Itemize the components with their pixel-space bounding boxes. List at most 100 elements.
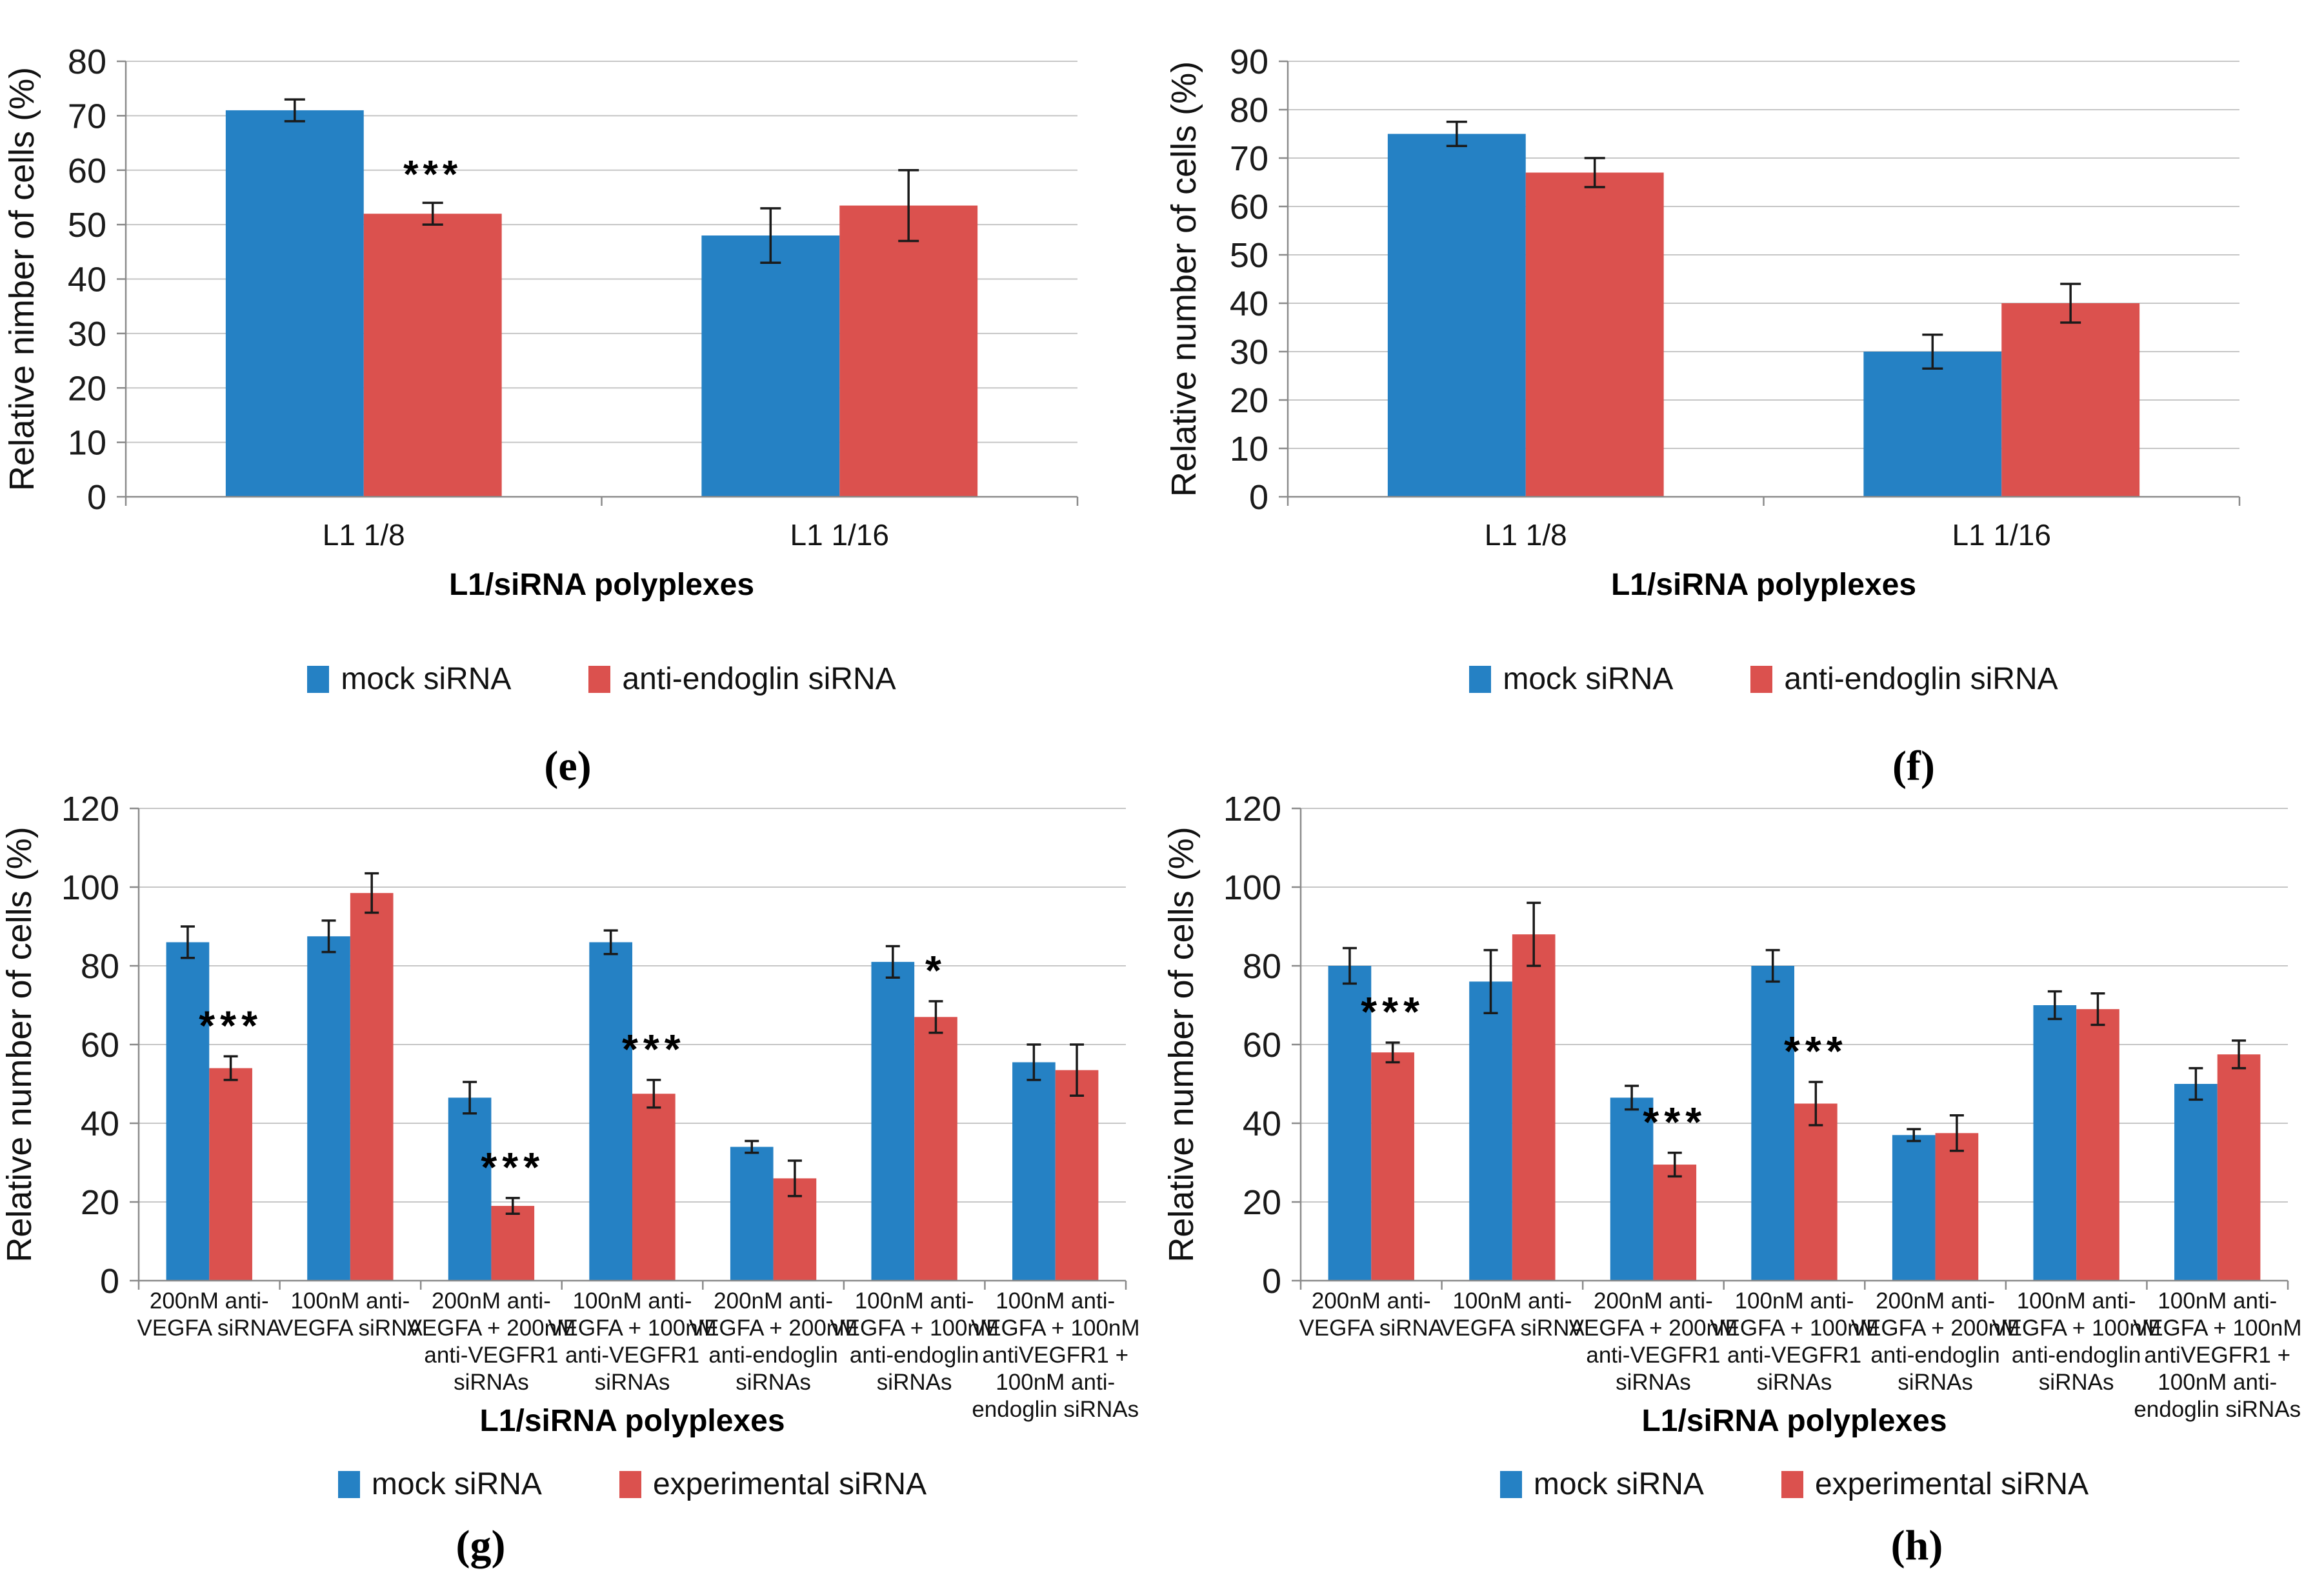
category-label: L1 1/16 — [1952, 518, 2051, 552]
y-tick-label: 0 — [1249, 478, 1268, 517]
category-label: anti-endoglin — [708, 1343, 837, 1368]
category-label: 200nM anti- — [1312, 1288, 1431, 1314]
x-axis-title: L1/siRNA polyplexes — [449, 568, 754, 602]
bar-experimental-1 — [2001, 303, 2140, 497]
bar-mock-6 — [2174, 1084, 2218, 1281]
legend-swatch-experimental — [1781, 1470, 1803, 1498]
legend-swatch-experimental — [588, 665, 611, 693]
bar-mock-1 — [1863, 352, 2002, 497]
category-label: VEGFA + 200nM — [407, 1316, 576, 1341]
category-label: VEGFA + 100nM — [548, 1316, 717, 1341]
x-axis-title: L1/siRNA polyplexes — [1641, 1404, 1947, 1438]
y-tick-label: 80 — [1243, 947, 1281, 986]
y-tick-label: 20 — [81, 1183, 119, 1222]
y-tick-label: 30 — [68, 315, 106, 354]
category-label: anti-VEGFR1 — [565, 1343, 699, 1368]
y-tick-label: 20 — [1243, 1183, 1281, 1222]
legend-swatch-experimental — [1750, 665, 1773, 693]
bar-experimental-6 — [1055, 1070, 1099, 1281]
category-label: VEGFA + 100nM — [971, 1316, 1140, 1341]
significance-stars: *** — [1361, 988, 1425, 1035]
significance-stars: *** — [481, 1144, 545, 1190]
y-axis-title: Relative number of cells (%) — [0, 826, 39, 1262]
y-tick-label: 40 — [1243, 1105, 1281, 1143]
x-axis-title: L1/siRNA polyplexes — [479, 1404, 785, 1438]
y-tick-label: 60 — [1243, 1026, 1281, 1065]
bar-mock-1 — [701, 235, 840, 497]
category-label: 100nM anti- — [573, 1288, 692, 1314]
legend-g: mock siRNA experimental siRNA — [139, 1466, 1126, 1502]
legend-label-mock: mock siRNA — [1533, 1467, 1704, 1501]
category-label: siRNAs — [454, 1370, 529, 1395]
y-tick-label: 80 — [1230, 91, 1268, 130]
y-tick-label: 40 — [81, 1105, 119, 1143]
bar-experimental-2 — [491, 1206, 535, 1281]
category-label: 100nM anti- — [855, 1288, 974, 1314]
legend-swatch-mock — [307, 665, 330, 693]
y-tick-label: 10 — [1230, 430, 1268, 468]
bar-experimental-3 — [1794, 1103, 1838, 1281]
bar-experimental-1 — [839, 205, 978, 497]
category-label: 100nM anti- — [2017, 1288, 2136, 1314]
panel-e: *** 0 10 20 30 40 50 60 70 80 L1 1/8 L1 1/16 L1/siRN… — [0, 0, 1162, 796]
significance-stars: * — [925, 947, 947, 994]
y-tick-label: 50 — [68, 206, 106, 245]
category-label: anti-endoglin — [1870, 1343, 1999, 1368]
y-tick-label: 30 — [1230, 333, 1268, 372]
category-label: siRNAs — [1757, 1370, 1832, 1395]
category-label: endoglin siRNAs — [2134, 1397, 2301, 1422]
category-label: 100nM anti- — [1452, 1288, 1572, 1314]
y-tick-label: 10 — [68, 424, 106, 463]
category-label: VEGFA + 100nM — [1992, 1316, 2161, 1341]
category-label: VEGFA + 100nM — [2133, 1316, 2302, 1341]
legend-swatch-mock — [1469, 665, 1492, 693]
y-tick-label: 40 — [68, 261, 106, 299]
category-label: anti-endoglin — [850, 1343, 979, 1368]
y-tick-label: 40 — [1230, 285, 1268, 323]
bar-mock-6 — [1012, 1062, 1056, 1281]
bar-mock-4 — [730, 1146, 774, 1281]
legend-label-experimental: anti-endoglin siRNA — [1784, 662, 2058, 696]
bar-mock-1 — [1469, 981, 1512, 1281]
bar-experimental-4 — [1935, 1133, 1979, 1281]
bar-mock-5 — [871, 961, 915, 1281]
category-label: VEGFA + 100nM — [830, 1316, 999, 1341]
category-label: 100nM anti- — [996, 1370, 1115, 1395]
bar-experimental-5 — [2076, 1009, 2119, 1281]
y-axis-title: Relative nimber of cells (%) — [3, 67, 41, 491]
legend-label-experimental: experimental siRNA — [652, 1467, 927, 1501]
category-label: 200nM anti- — [432, 1288, 551, 1314]
panel-letter-h: (h) — [1890, 1522, 1943, 1569]
bar-experimental-3 — [632, 1094, 676, 1281]
legend-item-mock: mock siRNA — [337, 1466, 542, 1502]
category-label: VEGFA siRNA — [137, 1316, 281, 1341]
category-label: 200nM anti- — [714, 1288, 833, 1314]
category-label: L1 1/8 — [323, 518, 405, 552]
category-label: VEGFA siRNA — [1299, 1316, 1443, 1341]
bar-experimental-1 — [350, 893, 394, 1281]
category-label: siRNAs — [877, 1370, 952, 1395]
panel-f: 0 10 20 30 40 50 60 70 80 90 L1 1/8 L1 1/16 L1/siRNA… — [1162, 0, 2324, 796]
bar-experimental-2 — [1653, 1165, 1697, 1281]
category-label: endoglin siRNAs — [972, 1397, 1139, 1422]
significance-stars: *** — [403, 152, 462, 195]
significance-stars: *** — [1643, 1099, 1707, 1145]
bar-mock-0 — [225, 110, 364, 497]
x-axis-title: L1/siRNA polyplexes — [1611, 568, 1916, 602]
legend-label-mock: mock siRNA — [1503, 662, 1674, 696]
y-tick-label: 70 — [1230, 139, 1268, 178]
category-label: siRNAs — [736, 1370, 811, 1395]
legend-item-experimental: experimental siRNA — [1781, 1466, 2089, 1502]
category-label: siRNAs — [1616, 1370, 1691, 1395]
panel-letter-e: (e) — [544, 743, 592, 790]
category-label: 100nM anti- — [2158, 1370, 2277, 1395]
legend-item-mock: mock siRNA — [1469, 661, 1673, 697]
bar-mock-0 — [1387, 134, 1526, 497]
chart-svg: *** 0 10 20 30 40 50 60 70 80 L1 1/8 L1 1/16 L1/siRN… — [3, 43, 1079, 602]
category-label: L1 1/8 — [1485, 518, 1567, 552]
y-tick-label: 0 — [1262, 1262, 1281, 1301]
y-tick-label: 60 — [1230, 188, 1268, 226]
y-tick-label: 0 — [87, 478, 106, 517]
